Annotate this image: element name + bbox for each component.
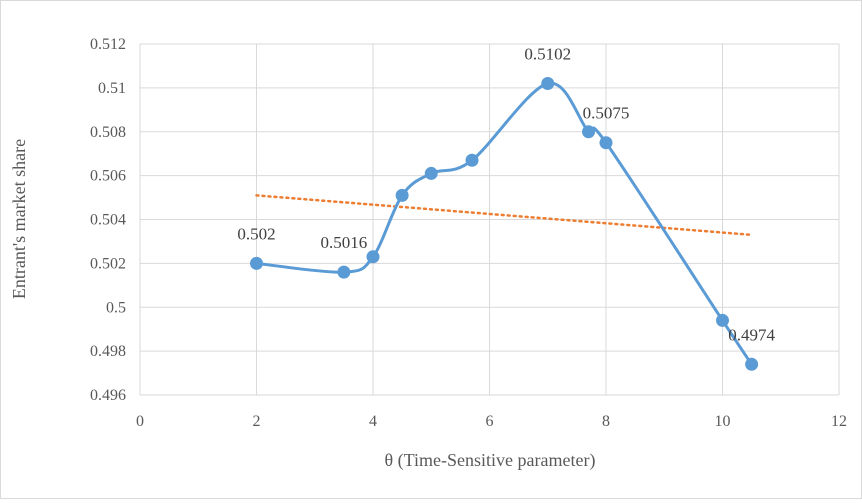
y-tick-label: 0.5 (106, 299, 126, 316)
data-labels: 0.502 0.5016 0.5102 0.5075 0.4974 (237, 44, 775, 344)
data-point (541, 76, 555, 90)
x-axis-title: θ (Time-Sensitive parameter) (385, 450, 596, 471)
series-layer (250, 76, 759, 371)
data-point (250, 256, 263, 270)
trendline (255, 194, 753, 237)
x-tick-label: 2 (253, 413, 261, 430)
data-label: 0.502 (237, 224, 275, 243)
trendline-layer (255, 194, 753, 237)
y-tick-label: 0.508 (90, 124, 126, 141)
y-axis-title: Entrant's market share (9, 139, 29, 299)
y-tick-label: 0.51 (98, 80, 126, 97)
series-line (256, 81, 753, 366)
y-tick-label: 0.498 (90, 343, 126, 360)
data-point (337, 265, 351, 279)
y-tick-label: 0.512 (90, 36, 126, 53)
data-label: 0.5075 (583, 104, 630, 123)
y-tick-label: 0.502 (90, 255, 126, 272)
data-point (716, 313, 729, 327)
data-point (599, 136, 613, 150)
data-label: 0.5016 (321, 233, 368, 252)
gridlines (139, 43, 840, 396)
x-tick-label: 0 (136, 413, 144, 430)
data-point (366, 250, 380, 264)
data-label: 0.4974 (728, 325, 775, 344)
x-tick-label: 4 (369, 413, 377, 430)
y-tick-label: 0.504 (90, 212, 126, 229)
x-tick-label: 10 (715, 413, 731, 430)
x-tick-label: 12 (831, 413, 847, 430)
data-point (745, 357, 759, 371)
x-tick-label: 8 (602, 413, 610, 430)
y-tick-label: 0.496 (90, 387, 126, 404)
x-tick-label: 6 (486, 413, 494, 430)
data-label: 0.5102 (524, 44, 571, 63)
data-point (424, 166, 438, 180)
data-point (582, 125, 596, 139)
tick-labels: 0.496 0.498 0.5 0.502 0.504 0.506 0.508 0.51 0.5… (90, 36, 847, 430)
data-point (395, 188, 409, 202)
y-tick-label: 0.506 (90, 168, 126, 185)
data-point (465, 153, 479, 167)
